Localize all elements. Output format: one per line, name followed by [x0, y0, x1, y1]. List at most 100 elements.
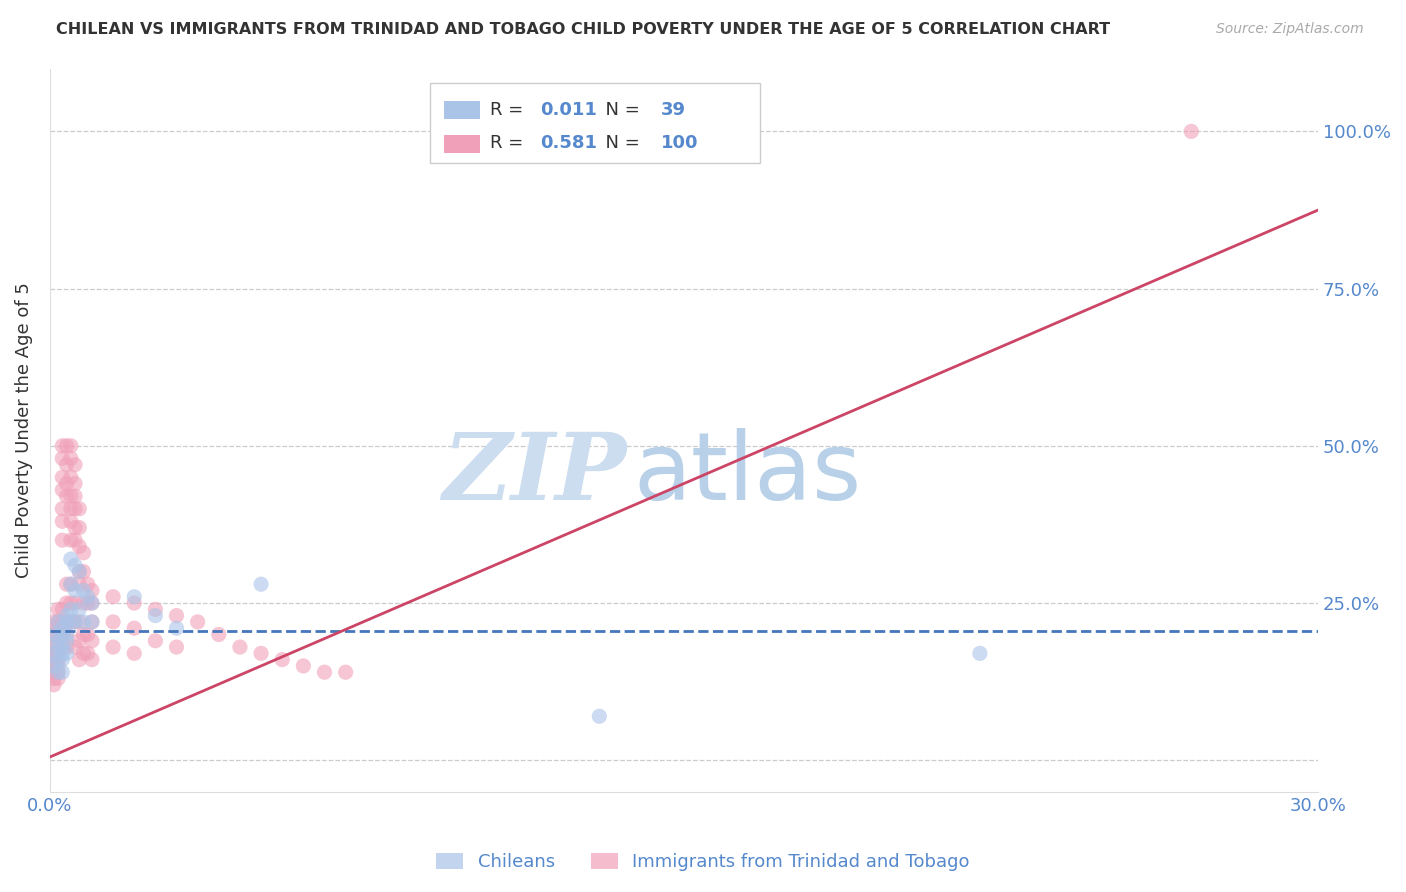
Point — [46, 627, 69, 641]
Point — [1180, 124, 1202, 138]
Point — [55, 646, 77, 660]
Point — [101, 640, 124, 654]
Point — [76, 596, 98, 610]
Point — [166, 640, 188, 654]
Point — [166, 608, 188, 623]
Point — [51, 640, 73, 654]
Point — [46, 633, 69, 648]
Point — [55, 615, 77, 629]
Point — [67, 633, 90, 648]
Text: N =: N = — [593, 134, 645, 152]
Text: Source: ZipAtlas.com: Source: ZipAtlas.com — [1216, 22, 1364, 37]
Point — [51, 451, 73, 466]
Point — [145, 608, 167, 623]
Point — [51, 615, 73, 629]
Point — [80, 615, 103, 629]
Point — [46, 659, 69, 673]
FancyBboxPatch shape — [444, 101, 479, 120]
Text: 39: 39 — [661, 102, 686, 120]
Point — [59, 451, 82, 466]
Point — [55, 458, 77, 472]
Point — [51, 602, 73, 616]
Point — [55, 489, 77, 503]
Point — [51, 627, 73, 641]
Point — [67, 520, 90, 534]
Point — [51, 627, 73, 641]
Point — [76, 577, 98, 591]
Point — [63, 596, 86, 610]
Point — [51, 653, 73, 667]
Point — [55, 633, 77, 648]
Point — [51, 665, 73, 680]
Point — [59, 552, 82, 566]
Point — [46, 672, 69, 686]
Point — [42, 640, 65, 654]
Point — [46, 665, 69, 680]
Point — [145, 602, 167, 616]
Point — [63, 583, 86, 598]
Point — [271, 653, 294, 667]
Point — [42, 672, 65, 686]
Point — [67, 565, 90, 579]
Text: 100: 100 — [661, 134, 699, 152]
Point — [208, 627, 231, 641]
Point — [59, 533, 82, 548]
Point — [145, 633, 167, 648]
Point — [101, 590, 124, 604]
Point — [51, 621, 73, 635]
Point — [59, 470, 82, 484]
Point — [55, 615, 77, 629]
Point — [55, 640, 77, 654]
Point — [80, 596, 103, 610]
Point — [72, 583, 94, 598]
Point — [55, 627, 77, 641]
Point — [51, 470, 73, 484]
Point — [63, 615, 86, 629]
Text: CHILEAN VS IMMIGRANTS FROM TRINIDAD AND TOBAGO CHILD POVERTY UNDER THE AGE OF 5 : CHILEAN VS IMMIGRANTS FROM TRINIDAD AND … — [56, 22, 1111, 37]
Point — [72, 627, 94, 641]
Point — [63, 476, 86, 491]
Point — [46, 640, 69, 654]
Point — [80, 583, 103, 598]
Point — [67, 615, 90, 629]
Point — [42, 615, 65, 629]
Point — [46, 602, 69, 616]
Point — [55, 596, 77, 610]
Point — [67, 653, 90, 667]
Point — [59, 439, 82, 453]
Point — [250, 577, 273, 591]
Point — [292, 659, 315, 673]
Point — [59, 602, 82, 616]
Point — [46, 665, 69, 680]
Point — [42, 627, 65, 641]
Point — [42, 646, 65, 660]
Point — [46, 621, 69, 635]
Point — [46, 653, 69, 667]
FancyBboxPatch shape — [430, 83, 761, 162]
Point — [42, 627, 65, 641]
Text: ZIP: ZIP — [443, 428, 627, 518]
Point — [46, 653, 69, 667]
Point — [51, 483, 73, 497]
Point — [59, 501, 82, 516]
Point — [59, 596, 82, 610]
Point — [72, 596, 94, 610]
Point — [46, 633, 69, 648]
Point — [59, 615, 82, 629]
Point — [51, 514, 73, 528]
Point — [80, 596, 103, 610]
Text: N =: N = — [593, 102, 645, 120]
Point — [67, 565, 90, 579]
Point — [969, 646, 991, 660]
Point — [187, 615, 209, 629]
Point — [229, 640, 252, 654]
Point — [80, 615, 103, 629]
Point — [166, 621, 188, 635]
Text: R =: R = — [489, 134, 529, 152]
Text: atlas: atlas — [633, 427, 862, 519]
Point — [63, 533, 86, 548]
Point — [67, 540, 90, 554]
Point — [63, 520, 86, 534]
Legend: Chileans, Immigrants from Trinidad and Tobago: Chileans, Immigrants from Trinidad and T… — [429, 846, 977, 879]
Point — [72, 615, 94, 629]
